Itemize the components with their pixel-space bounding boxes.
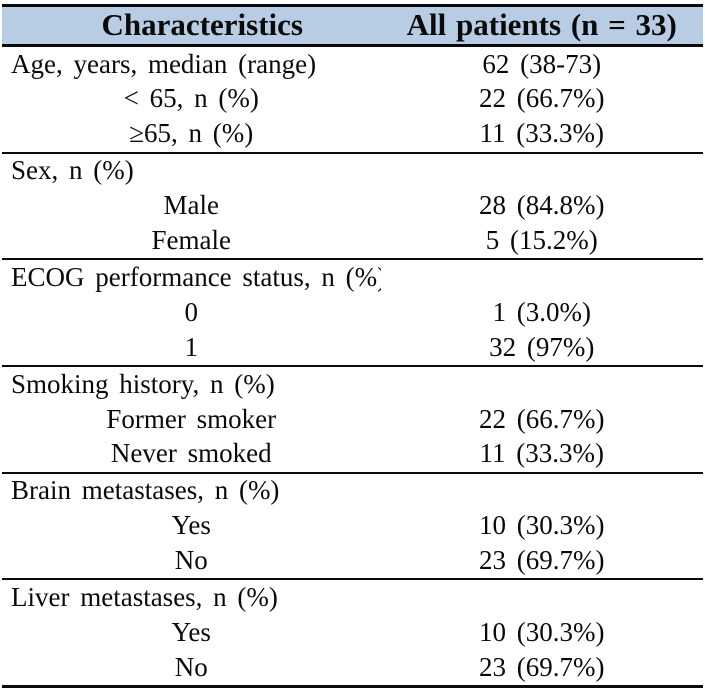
table-row-ecog: ECOG performance status, n (%) <box>2 258 703 296</box>
table-row-liver-no: No 23 (69.7%) <box>2 650 703 686</box>
row-label: Never smoked <box>110 438 272 469</box>
row-label: Male <box>163 190 219 221</box>
table-row-sex: Sex, n (%) <box>2 151 703 189</box>
row-label: Sex, n (%) <box>2 151 381 189</box>
row-label: Smoking history, n (%) <box>2 365 381 402</box>
table-row-smoking-never: Never smoked 11 (33.3%) <box>2 437 703 473</box>
table-header-row: Characteristics All patients (n = 33) <box>2 5 703 47</box>
row-value: 28 (84.8%) <box>479 190 605 221</box>
table-row-ecog-1: 1 32 (97%) <box>2 330 703 366</box>
table-row-brain-metastases: Brain metastases, n (%) <box>2 471 703 509</box>
row-value: 11 (33.3%) <box>479 118 604 149</box>
table-row-sex-female: Female 5 (15.2%) <box>2 223 703 259</box>
row-label: No <box>174 545 208 576</box>
row-value: 5 (15.2%) <box>485 225 598 256</box>
row-label: ≥65, n (%) <box>129 118 254 149</box>
row-label: Age, years, median (range) <box>11 48 317 79</box>
row-label: ECOG performance status, n (%) <box>2 258 381 296</box>
table-row-brain-no: No 23 (69.7%) <box>2 543 703 579</box>
row-value: 23 (69.7%) <box>479 651 605 682</box>
table-row-smoking: Smoking history, n (%) <box>2 365 703 402</box>
row-value: 22 (66.7%) <box>479 83 605 114</box>
table-row-age-under-65: < 65, n (%) 22 (66.7%) <box>2 82 703 117</box>
table-row-smoking-former: Former smoker 22 (66.7%) <box>2 402 703 437</box>
column-header-all-patients: All patients (n = 33) <box>380 5 703 47</box>
table-row-ecog-0: 0 1 (3.0%) <box>2 295 703 330</box>
row-label: Former smoker <box>106 403 277 434</box>
row-label: No <box>174 651 208 682</box>
row-value <box>380 151 703 189</box>
row-value: 11 (33.3%) <box>479 438 604 469</box>
row-value: 32 (97%) <box>489 331 595 362</box>
row-label: Liver metastases, n (%) <box>2 578 381 616</box>
table-row-sex-male: Male 28 (84.8%) <box>2 189 703 224</box>
row-value: 62 (38-73) <box>482 48 602 79</box>
row-label: 1 <box>184 331 199 362</box>
row-value: 23 (69.7%) <box>479 545 605 576</box>
row-value: 10 (30.3%) <box>479 510 605 541</box>
row-value: 1 (3.0%) <box>492 296 591 327</box>
row-label: 0 <box>184 296 199 327</box>
table-row-liver-metastases: Liver metastases, n (%) <box>2 578 703 616</box>
row-label: Yes <box>171 510 211 541</box>
row-value <box>380 578 703 616</box>
row-label: Brain metastases, n (%) <box>2 471 381 509</box>
row-value <box>380 365 703 402</box>
table-row-liver-yes: Yes 10 (30.3%) <box>2 615 703 650</box>
row-value: 10 (30.3%) <box>479 616 605 647</box>
column-header-characteristics: Characteristics <box>2 5 381 47</box>
row-value: 22 (66.7%) <box>479 403 605 434</box>
row-value <box>380 471 703 509</box>
table-row-age-65-plus: ≥65, n (%) 11 (33.3%) <box>2 117 703 153</box>
table-row-brain-yes: Yes 10 (30.3%) <box>2 509 703 544</box>
row-label: Female <box>151 225 231 256</box>
patient-characteristics-table: Characteristics All patients (n = 33) Ag… <box>2 4 703 689</box>
row-label: Yes <box>171 616 211 647</box>
table-row-age: Age, years, median (range) 62 (38-73) <box>2 46 703 82</box>
row-value <box>380 258 703 296</box>
row-label: < 65, n (%) <box>123 83 259 114</box>
